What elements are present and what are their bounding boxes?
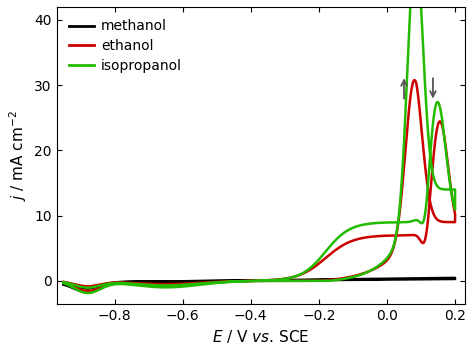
Line: ethanol: ethanol	[64, 80, 455, 291]
ethanol	[201, 282, 207, 286]
methanol	[61, 281, 66, 285]
Y-axis label: $j$ / mA cm$^{-2}$: $j$ / mA cm$^{-2}$	[7, 110, 28, 201]
ethanol	[411, 78, 417, 82]
methanol	[423, 276, 429, 280]
methanol	[331, 277, 337, 282]
methanol	[452, 276, 458, 280]
methanol	[71, 284, 77, 288]
ethanol	[416, 100, 422, 104]
isopropanol	[85, 291, 91, 295]
isopropanol	[201, 282, 207, 287]
methanol	[251, 278, 257, 283]
methanol	[84, 290, 90, 294]
isopropanol	[303, 269, 309, 273]
ethanol	[61, 280, 66, 284]
isopropanol	[61, 280, 66, 284]
methanol	[432, 277, 438, 281]
isopropanol	[61, 281, 66, 285]
Legend: methanol, ethanol, isopropanol: methanol, ethanol, isopropanol	[64, 14, 188, 78]
X-axis label: $E$ / V $\it{vs}$. SCE: $E$ / V $\it{vs}$. SCE	[212, 328, 310, 345]
isopropanol	[442, 143, 448, 147]
methanol	[61, 283, 66, 287]
ethanol	[442, 142, 448, 146]
Line: methanol: methanol	[64, 278, 455, 292]
isopropanol	[110, 281, 116, 285]
Line: isopropanol: isopropanol	[64, 0, 455, 293]
ethanol	[61, 281, 66, 285]
methanol	[208, 279, 213, 283]
isopropanol	[75, 288, 81, 293]
ethanol	[85, 289, 91, 293]
ethanol	[110, 281, 116, 285]
ethanol	[75, 287, 81, 291]
ethanol	[303, 270, 309, 274]
